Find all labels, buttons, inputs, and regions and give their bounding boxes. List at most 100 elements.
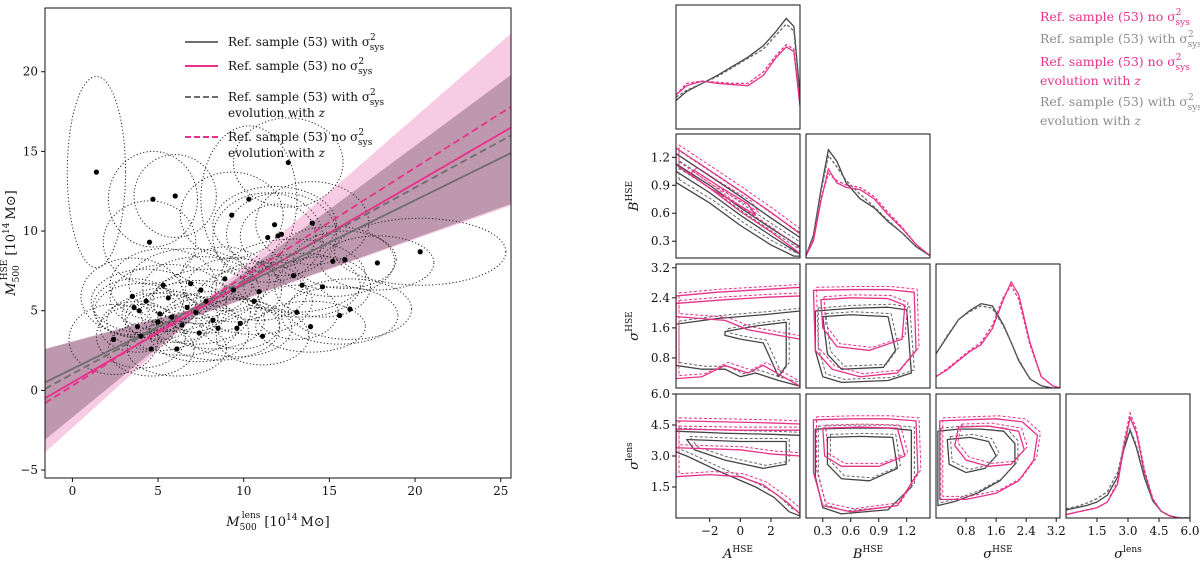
- contour-no_sys-evol: [957, 422, 1028, 464]
- data-point: [169, 314, 175, 320]
- data-point: [129, 293, 135, 299]
- error-ellipse: [109, 264, 228, 332]
- legend-entry: Ref. sample (53) with σ2 sys: [228, 88, 384, 108]
- corner-label-sup: lens: [1123, 545, 1142, 555]
- x-tick-label: 0: [69, 484, 77, 498]
- error-ellipse: [149, 303, 250, 363]
- corner-label-sup: HSE: [625, 181, 635, 202]
- fit-line-no_sys_evol: [45, 106, 511, 404]
- data-point: [179, 322, 185, 328]
- corner-label-sup: HSE: [625, 311, 635, 332]
- corner-x-tick-label: 2.4: [1017, 524, 1036, 538]
- corner-x-tick-label: −2: [701, 524, 719, 538]
- data-point: [193, 309, 199, 315]
- corner-x-label: σHSE: [983, 545, 1012, 562]
- contour-no_sys-evol: [678, 417, 800, 509]
- corner-legend-line2-z: z: [1133, 73, 1141, 88]
- contour-with_sys-evol: [817, 303, 915, 380]
- corner-y-tick-label: 0.6: [651, 206, 670, 220]
- corner-label-symbol: B: [627, 202, 642, 213]
- data-point: [342, 257, 348, 263]
- corner-cell-2-2: [936, 280, 1060, 388]
- fit-lines: [45, 106, 511, 404]
- corner-legend-sub: sys: [1188, 40, 1200, 50]
- error-ellipse: [147, 281, 228, 334]
- legend-entry-line2: evolution with z: [228, 106, 326, 120]
- data-point: [172, 193, 178, 199]
- corner-label-sup: lens: [625, 442, 635, 461]
- corner-cell-frame: [805, 133, 931, 259]
- error-ellipse: [200, 297, 281, 350]
- error-ellipse: [255, 300, 366, 353]
- contour-with_sys: [814, 306, 913, 384]
- error-ellipse: [179, 246, 270, 312]
- marginal-no_sys_evol: [806, 172, 930, 257]
- error-ellipse: [109, 248, 217, 323]
- contour-no_sys: [676, 420, 800, 515]
- marginal-no_sys_evol: [676, 43, 800, 104]
- error-ellipse: [243, 252, 361, 318]
- corner-legend-entry: Ref. sample (53) with σ2 sys: [1040, 30, 1200, 50]
- corner-label-sup: HSE: [862, 545, 883, 555]
- corner-legend-sup: 2: [1176, 8, 1182, 18]
- corner-y-tick-label: 3.2: [651, 261, 670, 275]
- data-point: [131, 304, 137, 311]
- corner-legend-entry: Ref. sample (53) with σ2 sys: [1040, 93, 1200, 113]
- y-tick-label: 20: [23, 65, 38, 79]
- data-point: [157, 311, 163, 317]
- contour-with_sys: [686, 438, 787, 470]
- error-ellipse: [210, 262, 308, 321]
- corner-y-tick-label: 3.0: [651, 449, 670, 463]
- corner-x-tick-label: 0.9: [869, 524, 888, 538]
- corner-x-tick-label: 2: [767, 524, 775, 538]
- data-point: [155, 319, 161, 325]
- marginal-with_sys_evol: [936, 305, 1060, 388]
- contour-no_sys-evol: [678, 283, 800, 383]
- contour-with_sys-evol: [678, 427, 800, 513]
- corner-y-tick-label: 0.3: [651, 234, 670, 248]
- corner-cell-frame: [805, 393, 931, 519]
- error-ellipse: [179, 171, 284, 259]
- legend-entry-part: sys: [358, 138, 373, 148]
- corner-label-symbol: σ: [983, 547, 993, 562]
- x-tick-label: 20: [407, 484, 422, 498]
- contour-with_sys: [676, 430, 800, 517]
- legend: Ref. sample (53) with σ2 sys Ref. sample (…: [185, 33, 384, 160]
- corner-legend-sup: 2: [1188, 30, 1194, 40]
- data-point: [174, 346, 180, 352]
- data-point: [307, 324, 314, 330]
- marginal-no_sys: [1066, 415, 1190, 518]
- corner-cell-2-1: [812, 286, 920, 384]
- corner-label-sup: HSE: [992, 545, 1013, 555]
- marginal-with_sys: [676, 17, 800, 101]
- contour-with_sys: [946, 436, 997, 474]
- legend-entry: Ref. sample (53) no σ2 sys: [228, 128, 373, 148]
- error-ellipse: [107, 150, 198, 248]
- legend-entry-line2-part: z: [318, 106, 326, 120]
- legend-entry-part: sys: [370, 98, 385, 108]
- error-ellipse: [255, 284, 339, 340]
- corner-legend-line2: evolution with z: [1040, 113, 1141, 128]
- contour-no_sys-evol: [815, 286, 920, 375]
- data-point: [143, 298, 149, 304]
- data-point: [251, 298, 257, 304]
- y-axis-label: M500HSE[1014M⊙]: [0, 190, 22, 296]
- error-ellipse: [292, 230, 397, 289]
- contour-no_sys-evol: [823, 294, 909, 348]
- data-point: [337, 312, 343, 319]
- contour-no_sys: [676, 295, 800, 340]
- legend-entry-line2-part: z: [318, 146, 326, 160]
- corner-cell-2-0: [676, 283, 800, 387]
- data-point: [246, 196, 252, 202]
- corner-cell-3-2: [937, 415, 1041, 507]
- contour-with_sys: [676, 163, 800, 257]
- error-ellipse: [125, 291, 219, 344]
- contour-with_sys-evol: [829, 432, 901, 479]
- plot-frame: [44, 7, 512, 479]
- corner-cell-3-3: [1066, 410, 1190, 518]
- corner-x-tick-label: 0.6: [841, 524, 860, 538]
- contour-no_sys-evol: [825, 423, 909, 464]
- data-point: [290, 273, 297, 279]
